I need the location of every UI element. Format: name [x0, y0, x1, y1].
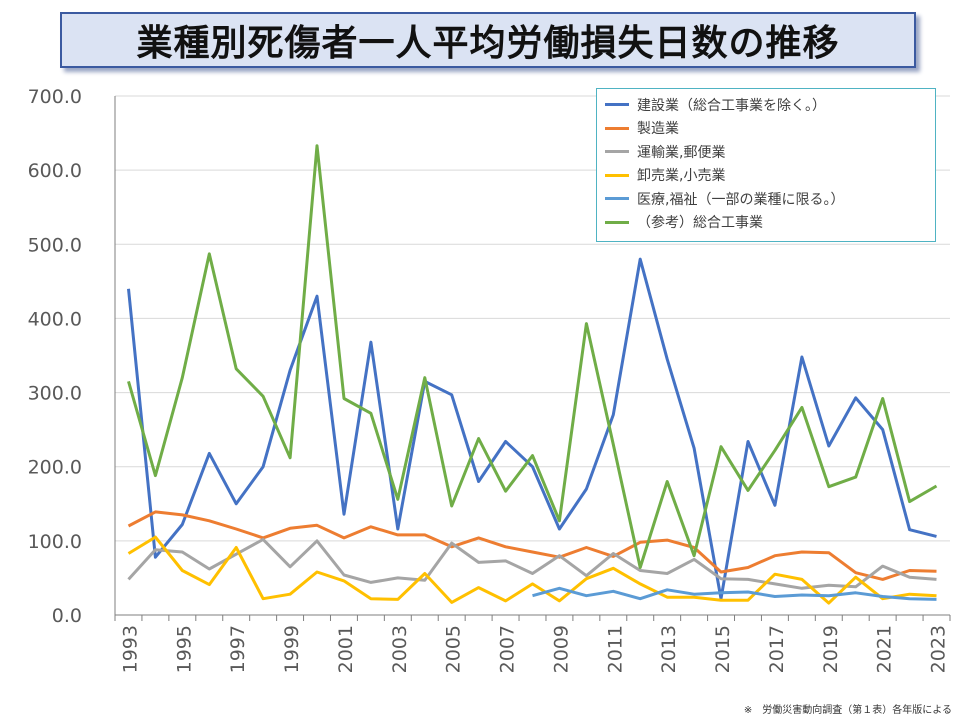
series-line-2: [127, 537, 937, 590]
y-axis: 0.0 100.0 200.0 300.0 400.0 500.0 600.0 700.0: [28, 86, 116, 627]
legend-item-3: 卸売業,小売業: [605, 164, 927, 188]
legend-item-0: 建設業（総合工事業を除く。）: [605, 93, 927, 117]
x-axis: 1993 1995 1997 1999 2001 2003 2005 2007 2009 2011…: [114, 614, 951, 673]
x-tick-label: 2003: [389, 625, 411, 673]
legend-item-1: 製造業: [605, 117, 927, 141]
x-tick-label: 1993: [119, 625, 141, 673]
x-tick-label: 2019: [820, 625, 842, 673]
x-tick-label: 1999: [281, 625, 303, 673]
x-tick-label: 2017: [766, 625, 788, 673]
legend-swatch: [605, 220, 629, 224]
legend-swatch: [605, 103, 629, 107]
y-tick-label: 500.0: [28, 234, 82, 256]
y-tick-label: 0.0: [52, 605, 82, 627]
series-line-1: [127, 510, 937, 581]
x-tick-label: 2023: [928, 625, 950, 673]
x-tick-label: 2001: [335, 625, 357, 673]
source-note: ※ 労働災害動向調査（第１表）各年版による: [743, 705, 952, 716]
x-tick-label: 2007: [497, 625, 519, 673]
y-tick-label: 300.0: [28, 383, 82, 405]
y-tick-label: 200.0: [28, 457, 82, 479]
series-line-5: [127, 144, 938, 569]
x-tick-label: 2013: [658, 625, 680, 673]
legend-label: （参考）総合工事業: [637, 215, 763, 232]
legend-item-2: 運輸業,郵便業: [605, 140, 927, 164]
legend-label: 建設業（総合工事業を除く。）: [637, 97, 826, 114]
chart-title: 業種別死傷者一人平均労働損失日数の推移: [136, 23, 840, 64]
legend: 建設業（総合工事業を除く。） 製造業運輸業,郵便業 卸売業,小売業医療,福祉（一部の…: [596, 88, 936, 242]
legend-swatch: [605, 197, 629, 201]
x-tick-label: 2015: [712, 625, 734, 673]
x-tick-label: 1995: [173, 625, 195, 673]
series-lines: [127, 144, 938, 605]
legend-label: 卸売業,小売業: [637, 168, 726, 185]
series-line-0: [127, 257, 937, 601]
title-box: 業種別死傷者一人平均労働損失日数の推移: [60, 12, 916, 68]
legend-label: 医療,福祉（一部の業種に限る。）: [637, 191, 845, 208]
legend-label: 運輸業,郵便業: [637, 144, 726, 161]
legend-label: 製造業: [637, 121, 679, 138]
y-tick-label: 700.0: [28, 86, 82, 108]
y-tick-label: 100.0: [28, 531, 82, 553]
series-line-4: [532, 586, 937, 601]
x-tick-label: 2021: [874, 625, 896, 673]
y-tick-label: 600.0: [28, 160, 82, 182]
x-tick-label: 2011: [604, 625, 626, 673]
x-tick-label: 2005: [443, 625, 465, 673]
series-line-3: [127, 535, 937, 605]
x-tick-label: 2009: [550, 625, 572, 673]
legend-swatch: [605, 150, 629, 154]
y-tick-label: 400.0: [28, 308, 82, 330]
legend-item-4: 医療,福祉（一部の業種に限る。）: [605, 187, 927, 211]
x-tick-label: 1997: [227, 625, 249, 673]
legend-item-5: （参考）総合工事業: [605, 211, 927, 235]
legend-swatch: [605, 173, 629, 177]
legend-swatch: [605, 126, 629, 130]
